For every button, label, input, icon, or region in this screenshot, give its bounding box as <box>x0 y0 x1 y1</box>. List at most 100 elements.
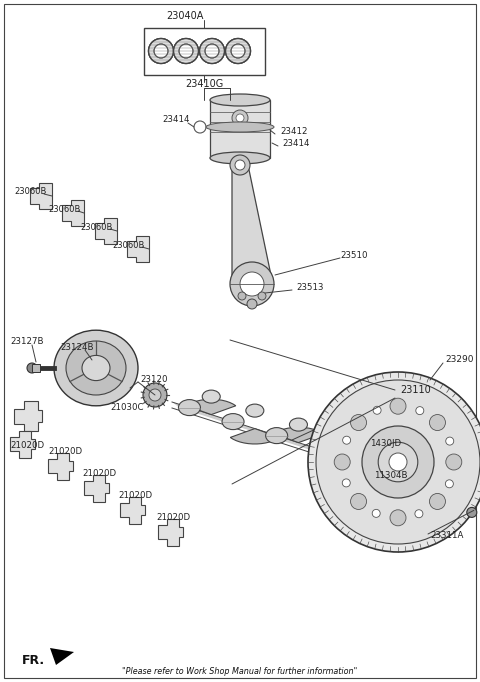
Circle shape <box>316 380 480 544</box>
Circle shape <box>416 406 424 415</box>
Circle shape <box>342 479 350 487</box>
Circle shape <box>230 155 250 175</box>
Bar <box>144 28 265 75</box>
Text: 23110: 23110 <box>400 385 431 395</box>
Text: 11304B: 11304B <box>374 471 408 481</box>
Text: 23127B: 23127B <box>10 338 44 346</box>
Polygon shape <box>158 518 183 546</box>
Polygon shape <box>95 218 117 244</box>
Circle shape <box>194 121 206 133</box>
Circle shape <box>430 494 445 509</box>
Circle shape <box>430 415 445 430</box>
Text: 23124B: 23124B <box>60 344 94 353</box>
Circle shape <box>415 509 423 518</box>
Text: 1430JD: 1430JD <box>370 439 401 449</box>
Text: 23060B: 23060B <box>48 205 80 213</box>
Text: 23311A: 23311A <box>430 531 463 541</box>
Text: 23120: 23120 <box>140 376 168 385</box>
Ellipse shape <box>206 122 274 132</box>
Circle shape <box>446 454 462 470</box>
Circle shape <box>350 452 370 472</box>
Circle shape <box>179 44 193 58</box>
Circle shape <box>232 110 248 126</box>
Circle shape <box>389 453 407 471</box>
Text: 21020D: 21020D <box>118 492 152 501</box>
Circle shape <box>149 389 161 401</box>
Polygon shape <box>48 452 73 479</box>
Text: FR.: FR. <box>22 653 45 666</box>
Ellipse shape <box>333 432 351 445</box>
Ellipse shape <box>357 457 379 473</box>
Polygon shape <box>120 496 145 524</box>
Circle shape <box>226 38 251 63</box>
Circle shape <box>230 262 274 306</box>
Circle shape <box>372 509 380 518</box>
Ellipse shape <box>210 152 270 164</box>
Polygon shape <box>232 165 272 288</box>
Circle shape <box>258 292 266 300</box>
Circle shape <box>343 436 350 444</box>
Text: 21030C: 21030C <box>110 404 144 413</box>
Circle shape <box>446 437 454 445</box>
Circle shape <box>247 299 257 309</box>
Circle shape <box>148 38 173 63</box>
Circle shape <box>226 38 251 63</box>
Circle shape <box>236 114 244 122</box>
Circle shape <box>350 415 367 430</box>
Circle shape <box>173 38 199 63</box>
Circle shape <box>143 383 167 407</box>
Polygon shape <box>317 457 367 472</box>
Text: 23410G: 23410G <box>185 79 223 89</box>
Polygon shape <box>230 428 279 444</box>
Circle shape <box>231 44 245 58</box>
Ellipse shape <box>179 400 201 415</box>
Circle shape <box>373 406 381 414</box>
Circle shape <box>390 398 406 414</box>
Ellipse shape <box>265 428 288 443</box>
Text: 21020D: 21020D <box>156 514 190 522</box>
Polygon shape <box>274 427 323 443</box>
Text: 23414: 23414 <box>282 140 310 149</box>
Polygon shape <box>50 648 74 665</box>
Ellipse shape <box>54 330 138 406</box>
Bar <box>210 100 270 158</box>
Text: 21020D: 21020D <box>48 447 82 456</box>
Text: 23513: 23513 <box>296 284 324 293</box>
Circle shape <box>445 480 454 488</box>
Text: 23060B: 23060B <box>80 222 112 231</box>
Circle shape <box>350 494 367 509</box>
Text: 23040A: 23040A <box>166 11 204 21</box>
Polygon shape <box>127 236 149 262</box>
Text: "Please refer to Work Shop Manual for further information": "Please refer to Work Shop Manual for fu… <box>122 668 358 677</box>
Circle shape <box>378 442 418 481</box>
Circle shape <box>308 372 480 552</box>
Circle shape <box>240 272 264 296</box>
Polygon shape <box>187 399 236 415</box>
Text: 23290: 23290 <box>445 355 473 364</box>
Circle shape <box>467 507 477 518</box>
Polygon shape <box>30 183 52 209</box>
Circle shape <box>200 38 225 63</box>
Circle shape <box>27 363 37 373</box>
Circle shape <box>334 454 350 470</box>
Polygon shape <box>172 402 398 478</box>
Polygon shape <box>84 475 109 501</box>
Ellipse shape <box>289 418 307 431</box>
Circle shape <box>235 160 245 170</box>
Ellipse shape <box>202 390 220 403</box>
Polygon shape <box>10 430 35 458</box>
Ellipse shape <box>222 413 244 430</box>
Circle shape <box>238 292 246 300</box>
Circle shape <box>200 38 225 63</box>
Circle shape <box>154 44 168 58</box>
Text: 23412: 23412 <box>280 128 308 136</box>
Polygon shape <box>14 401 42 431</box>
Ellipse shape <box>210 94 270 106</box>
Ellipse shape <box>66 341 126 395</box>
Polygon shape <box>62 200 84 226</box>
Text: 23060B: 23060B <box>14 188 47 196</box>
Circle shape <box>390 510 406 526</box>
Circle shape <box>355 457 365 467</box>
Ellipse shape <box>246 404 264 417</box>
Text: 23060B: 23060B <box>112 241 144 250</box>
